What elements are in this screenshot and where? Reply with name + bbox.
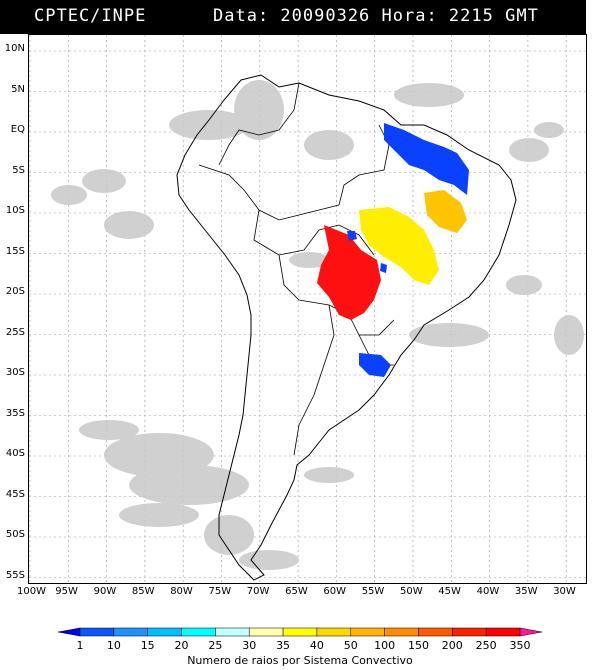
legend-tick-label: 100 — [374, 639, 395, 652]
lat-label: 10N — [4, 43, 25, 54]
legend-tick-label: 25 — [208, 639, 222, 652]
lat-label: 5S — [12, 164, 25, 176]
legend-swatch — [215, 627, 250, 637]
legend-swatch — [485, 627, 521, 637]
lat-label: 50S — [5, 529, 25, 540]
graticule — [29, 35, 586, 583]
lon-label: 50W — [400, 586, 423, 597]
legend-tick-label: 10 — [107, 639, 121, 652]
legend-tick-label: 1 — [77, 639, 84, 652]
lon-label: 65W — [285, 586, 308, 597]
color-legend: 1 10 15 20 25 30 35 40 50 100 150 200 250 350 — [57, 627, 543, 652]
south-america-map — [29, 35, 586, 583]
lat-label: 40S — [5, 448, 25, 459]
continent-outline — [176, 74, 517, 581]
lat-label: 25S — [5, 326, 25, 338]
legend-title: Numero de raios por Sistema Convectivo — [187, 654, 413, 667]
system-red — [317, 225, 381, 320]
system-blue-small-2 — [380, 263, 387, 273]
lon-label: 85W — [131, 586, 155, 597]
lon-label: 90W — [93, 586, 117, 597]
lat-label: 15S — [5, 245, 25, 257]
legend-arrow-low — [57, 627, 81, 637]
legend-swatch — [418, 627, 453, 637]
date-time-label: Data: 20090326 Hora: 2215 GMT — [213, 6, 539, 26]
legend-swatch — [79, 627, 115, 637]
legend-tick-label: 150 — [408, 639, 429, 652]
system-yellow — [359, 207, 439, 285]
system-orange — [424, 190, 467, 233]
lon-label: 75W — [208, 586, 232, 597]
legend-tick-label: 15 — [141, 639, 155, 652]
legend-tick-label: 200 — [442, 639, 463, 652]
cloud-cover — [51, 80, 584, 570]
legend-tick-label: 30 — [242, 639, 256, 652]
map-frame — [28, 34, 587, 584]
legend-tick-label: 40 — [310, 639, 324, 652]
convective-systems — [317, 123, 469, 377]
system-blue-small — [347, 231, 357, 241]
lon-label: 70W — [246, 586, 270, 597]
legend-swatch — [248, 627, 284, 637]
legend-swatch — [282, 627, 318, 637]
lat-label: 5N — [11, 83, 25, 95]
lon-label: 30W — [553, 586, 576, 597]
legend-swatch — [452, 627, 487, 637]
lon-label: 60W — [323, 586, 347, 597]
lat-label: 45S — [5, 488, 25, 500]
lat-label: 20S — [5, 286, 25, 297]
legend-arrow-high — [519, 627, 543, 637]
system-blue-south — [359, 353, 391, 377]
legend-swatch — [147, 627, 182, 637]
lat-label: 10S — [5, 205, 25, 216]
legend-tick-label: 350 — [510, 639, 531, 652]
source-label: CPTEC/INPE — [34, 6, 147, 26]
lon-label: 80W — [170, 586, 193, 597]
lon-label: 95W — [55, 586, 78, 597]
legend-swatch — [384, 627, 419, 637]
lon-label: 40W — [476, 586, 500, 597]
legend-swatch — [316, 627, 352, 637]
lon-label: 45W — [438, 586, 461, 597]
lat-label: 55S — [5, 569, 25, 581]
lon-label: 55W — [361, 586, 385, 597]
lat-label: EQ — [10, 124, 25, 135]
lon-label: 35W — [514, 586, 538, 597]
legend-swatch — [113, 627, 148, 637]
system-blue-north — [384, 123, 469, 195]
lat-label: 35S — [5, 407, 25, 419]
legend-tick-label: 50 — [344, 639, 358, 652]
map-header: CPTEC/INPE Data: 20090326 Hora: 2215 GMT — [0, 0, 586, 34]
legend-swatch — [181, 627, 216, 637]
legend-tick-label: 35 — [276, 639, 290, 652]
legend-swatch — [350, 627, 385, 637]
legend-tick-label: 250 — [476, 639, 497, 652]
lat-label: 30S — [5, 367, 25, 378]
lon-label: 100W — [17, 586, 46, 597]
legend-tick-label: 20 — [175, 639, 189, 652]
